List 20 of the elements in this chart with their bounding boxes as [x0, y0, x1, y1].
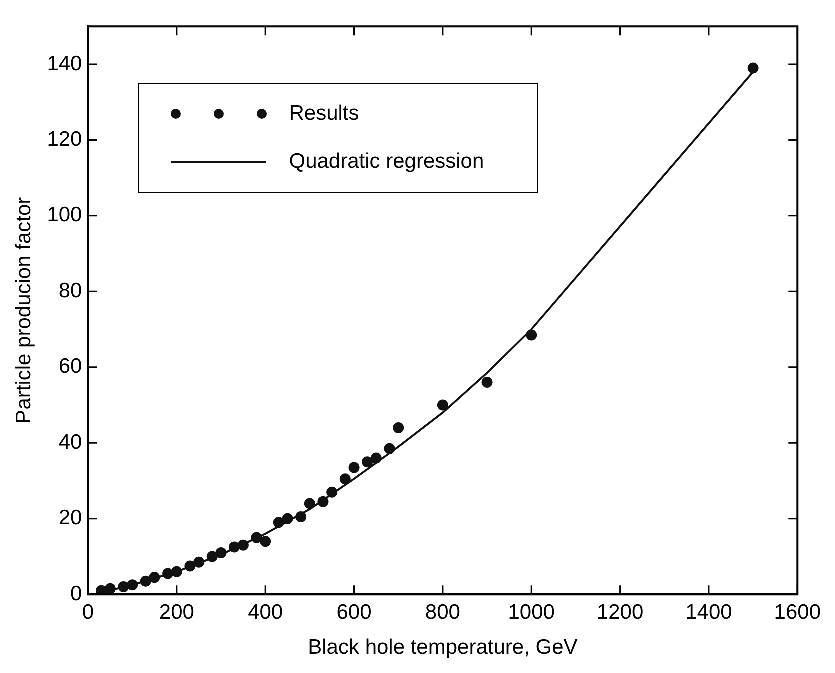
y-tick-label: 100 — [47, 204, 82, 227]
x-tick-label: 1600 — [774, 600, 821, 624]
x-tick-label: 1000 — [508, 600, 555, 624]
x-tick-label: 800 — [425, 600, 460, 624]
legend-label: Results — [289, 102, 360, 126]
y-tick-label: 120 — [47, 128, 82, 151]
x-tick-label: 200 — [159, 600, 194, 624]
y-tick-label: 140 — [47, 52, 82, 76]
legend-label: Quadratic regression — [289, 150, 484, 174]
y-tick-label: 20 — [58, 506, 82, 530]
x-axis-title: Black hole temperature, GeV — [308, 636, 578, 660]
y-tick-label: 40 — [58, 430, 82, 454]
x-tick-label: 1400 — [686, 600, 732, 624]
x-tick-label: 400 — [248, 600, 284, 624]
x-tick-label: 600 — [336, 600, 372, 624]
y-axis-title: Particle producion factor — [12, 197, 36, 424]
y-tick-label: 0 — [70, 582, 82, 606]
y-tick-label: 60 — [58, 355, 82, 378]
y-tick-label: 80 — [58, 279, 82, 302]
x-tick-label: 1200 — [596, 600, 644, 624]
